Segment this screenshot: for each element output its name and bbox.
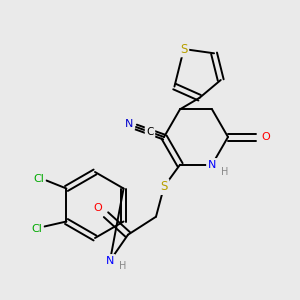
Text: C: C [146, 127, 154, 137]
Text: N: N [106, 256, 114, 266]
Text: H: H [221, 167, 229, 177]
Text: O: O [94, 203, 102, 213]
Text: H: H [119, 261, 127, 271]
Text: S: S [180, 43, 188, 56]
Text: Cl: Cl [31, 224, 42, 235]
Text: O: O [262, 132, 270, 142]
Text: N: N [125, 119, 133, 129]
Text: N: N [208, 160, 216, 170]
Text: S: S [160, 180, 168, 193]
Text: Cl: Cl [33, 173, 44, 184]
